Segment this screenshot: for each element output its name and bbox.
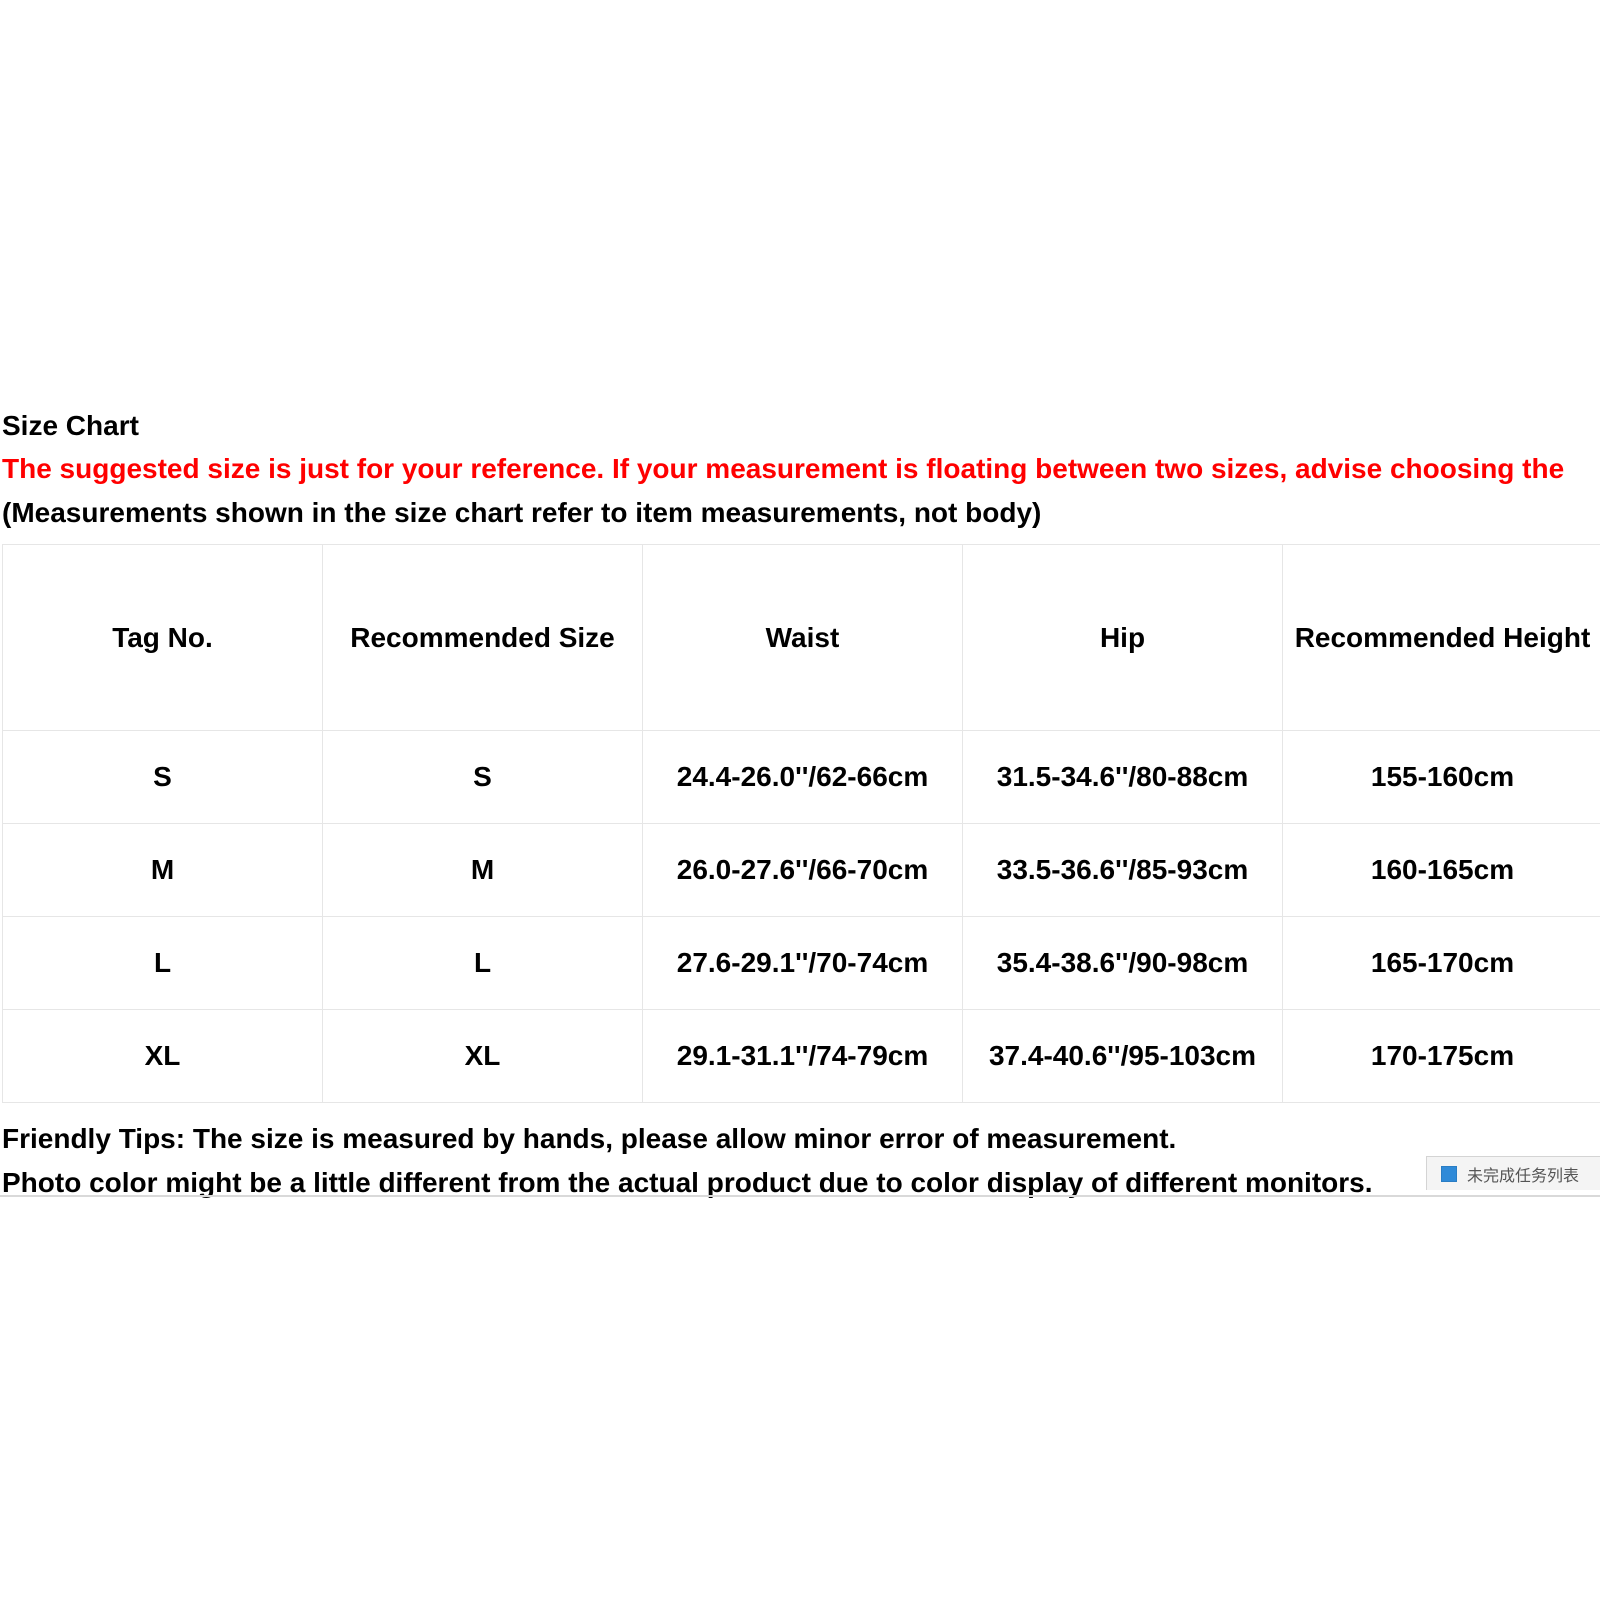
table-row: L L 27.6-29.1''/70-74cm 35.4-38.6''/90-9… [3,917,1600,1010]
col-header-waist: Waist [643,545,963,731]
cell-height: 165-170cm [1283,917,1600,1010]
tips-line2: Photo color might be a little different … [2,1161,1600,1204]
cell-height: 170-175cm [1283,1010,1600,1103]
col-header-hip: Hip [963,545,1283,731]
cell-tag: XL [3,1010,323,1103]
size-chart-title: Size Chart [2,404,1600,447]
cell-waist: 27.6-29.1''/70-74cm [643,917,963,1010]
table-row: XL XL 29.1-31.1''/74-79cm 37.4-40.6''/95… [3,1010,1600,1103]
table-row: S S 24.4-26.0''/62-66cm 31.5-34.6''/80-8… [3,731,1600,824]
cell-tag: S [3,731,323,824]
cell-recsize: XL [323,1010,643,1103]
col-header-tag: Tag No. [3,545,323,731]
cell-height: 160-165cm [1283,824,1600,917]
cell-recsize: S [323,731,643,824]
cell-hip: 31.5-34.6''/80-88cm [963,731,1283,824]
cell-waist: 24.4-26.0''/62-66cm [643,731,963,824]
task-list-label: 未完成任务列表 [1467,1162,1579,1186]
size-chart-suggest: The suggested size is just for your refe… [2,447,1600,490]
size-chart-note: (Measurements shown in the size chart re… [2,491,1600,534]
cell-tag: M [3,824,323,917]
divider [0,1195,1600,1197]
table-header-row: Tag No. Recommended Size Waist Hip Recom… [3,545,1600,731]
col-header-recsize: Recommended Size [323,545,643,731]
table-row: M M 26.0-27.6''/66-70cm 33.5-36.6''/85-9… [3,824,1600,917]
cell-recsize: M [323,824,643,917]
size-chart-section: Size Chart The suggested size is just fo… [2,404,1600,1204]
col-header-height: Recommended Height [1283,545,1600,731]
cell-tag: L [3,917,323,1010]
cell-recsize: L [323,917,643,1010]
cell-height: 155-160cm [1283,731,1600,824]
cell-waist: 26.0-27.6''/66-70cm [643,824,963,917]
cell-hip: 35.4-38.6''/90-98cm [963,917,1283,1010]
cell-waist: 29.1-31.1''/74-79cm [643,1010,963,1103]
friendly-tips: Friendly Tips: The size is measured by h… [2,1117,1600,1204]
tips-line1: Friendly Tips: The size is measured by h… [2,1117,1600,1160]
size-chart-table: Tag No. Recommended Size Waist Hip Recom… [2,544,1600,1103]
task-list-widget[interactable]: 未完成任务列表 [1426,1156,1600,1190]
cell-hip: 33.5-36.6''/85-93cm [963,824,1283,917]
task-list-icon [1441,1166,1457,1182]
cell-hip: 37.4-40.6''/95-103cm [963,1010,1283,1103]
